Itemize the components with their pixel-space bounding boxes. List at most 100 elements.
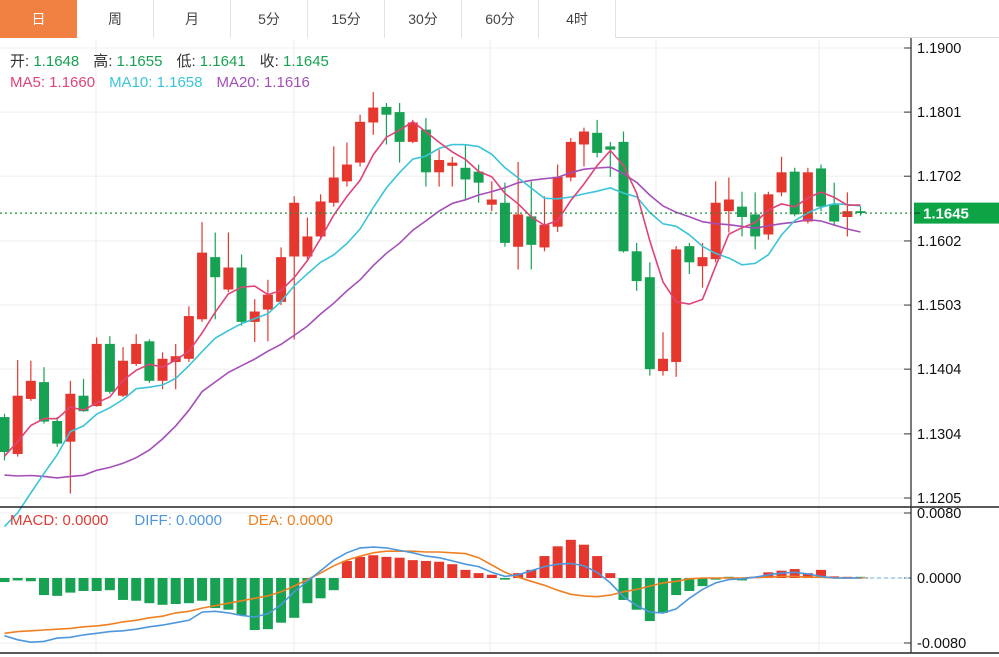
candle	[315, 201, 326, 237]
candle	[723, 199, 734, 212]
macd-histogram-bar	[183, 578, 194, 604]
period-tab-4[interactable]: 15分	[308, 0, 385, 38]
macd-histogram-bar	[39, 578, 50, 596]
candle	[552, 176, 563, 227]
candle	[210, 257, 221, 278]
candle	[486, 199, 497, 205]
macd-histogram-bar	[816, 569, 827, 578]
candle	[236, 267, 247, 322]
candle	[170, 356, 181, 363]
macd-histogram-bar	[289, 578, 300, 618]
macd-histogram-bar	[671, 578, 682, 596]
macd-histogram-bar	[447, 564, 458, 578]
macd-tick-label-0: 0.0080	[917, 506, 961, 522]
diff-line	[4, 546, 861, 644]
macd-histogram-bar	[592, 556, 603, 578]
macd-histogram-bar	[236, 578, 247, 616]
macd-histogram-bar	[710, 578, 721, 580]
price-tick-label-5: 1.1404	[917, 362, 961, 378]
period-tab-3[interactable]: 5分	[231, 0, 308, 38]
candle	[183, 316, 194, 359]
period-tab-1[interactable]: 周	[77, 0, 154, 38]
current-price-label: 1.1645	[923, 206, 969, 223]
candle	[289, 202, 300, 257]
candle	[618, 141, 629, 252]
candle	[118, 360, 129, 396]
candle	[104, 343, 115, 392]
macd-histogram-bar	[302, 578, 313, 604]
macd-histogram-bar	[197, 578, 208, 601]
macd-histogram-bar	[262, 578, 273, 630]
candle	[750, 214, 761, 237]
macd-histogram-bar	[776, 570, 787, 578]
candle	[223, 267, 234, 290]
current-price-badge	[914, 202, 999, 224]
macd-histogram-bar	[789, 569, 800, 578]
macd-histogram-bar	[25, 578, 36, 582]
macd-histogram-bar	[526, 569, 537, 578]
macd-histogram-bar	[381, 556, 392, 578]
macd-histogram-bar	[605, 573, 616, 578]
candle	[12, 395, 23, 454]
macd-histogram-bar	[276, 578, 287, 623]
macd-histogram-bar	[144, 578, 155, 604]
candle	[776, 172, 787, 193]
macd-histogram-bar	[170, 578, 181, 604]
macd-histogram-bar	[118, 578, 129, 600]
macd-histogram-bar	[631, 578, 642, 610]
candle	[447, 162, 458, 166]
macd-histogram-bar	[829, 576, 840, 578]
period-tab-2[interactable]: 月	[154, 0, 231, 38]
candle	[644, 277, 655, 370]
candle	[592, 132, 603, 153]
price-tick-label-0: 1.1900	[917, 41, 961, 57]
period-tab-7[interactable]: 4时	[539, 0, 616, 38]
period-tab-0[interactable]: 日	[0, 0, 77, 38]
macd-histogram-bar	[131, 578, 142, 601]
macd-histogram-bar	[565, 539, 576, 578]
candle	[816, 168, 827, 207]
candle	[144, 341, 155, 381]
candle	[39, 382, 50, 422]
candle	[420, 129, 431, 173]
candle	[328, 177, 339, 203]
candle	[368, 107, 379, 123]
macd-histogram-bar	[420, 560, 431, 578]
period-tabbar: 日周月 5分 15分 30分 60分 4时	[0, 0, 999, 38]
macd-histogram-bar	[12, 578, 23, 581]
macd-histogram-bar	[0, 578, 10, 583]
macd-histogram-bar	[223, 578, 234, 610]
dea-line	[4, 550, 868, 635]
candle	[276, 257, 287, 302]
candle	[157, 358, 168, 381]
candle	[802, 172, 813, 222]
macd-histogram-bar	[434, 561, 445, 578]
macd-histogram-bar	[249, 578, 260, 630]
macd-histogram-bar	[355, 556, 366, 578]
candle	[197, 252, 208, 320]
candle	[52, 420, 63, 444]
candle	[341, 164, 352, 182]
candle	[407, 122, 418, 142]
candle	[658, 358, 668, 372]
candle	[381, 106, 392, 115]
candle	[0, 417, 10, 453]
macd-tick-label-1: 0.0000	[917, 571, 961, 587]
candle	[539, 224, 550, 248]
macd-histogram-bar	[394, 557, 405, 578]
candle	[499, 202, 510, 243]
macd-histogram-bar	[210, 578, 221, 609]
macd-histogram-bar	[91, 578, 102, 591]
macd-histogram-bar	[52, 578, 63, 596]
candle	[710, 202, 721, 260]
candle	[578, 131, 589, 145]
macd-tick-label-2: -0.0080	[917, 636, 966, 652]
ma5-line	[3, 120, 861, 457]
macd-histogram-bar	[697, 578, 708, 587]
candle	[684, 246, 695, 263]
candle	[249, 311, 260, 322]
period-tab-6[interactable]: 60分	[462, 0, 539, 38]
candle	[434, 160, 445, 173]
period-tab-5[interactable]: 30分	[385, 0, 462, 38]
